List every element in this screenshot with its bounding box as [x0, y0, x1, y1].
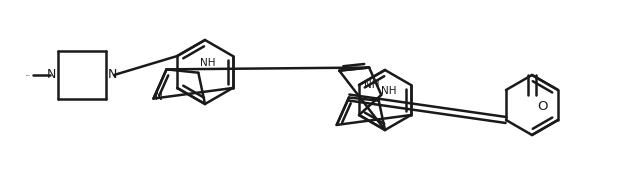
Text: methyl: methyl [26, 74, 31, 76]
Text: N: N [46, 68, 56, 81]
Text: N: N [108, 68, 118, 81]
Text: NH: NH [364, 80, 379, 90]
Text: NH: NH [381, 86, 396, 96]
Text: O: O [537, 100, 547, 113]
Text: NH: NH [201, 58, 216, 68]
Text: N: N [155, 92, 162, 102]
